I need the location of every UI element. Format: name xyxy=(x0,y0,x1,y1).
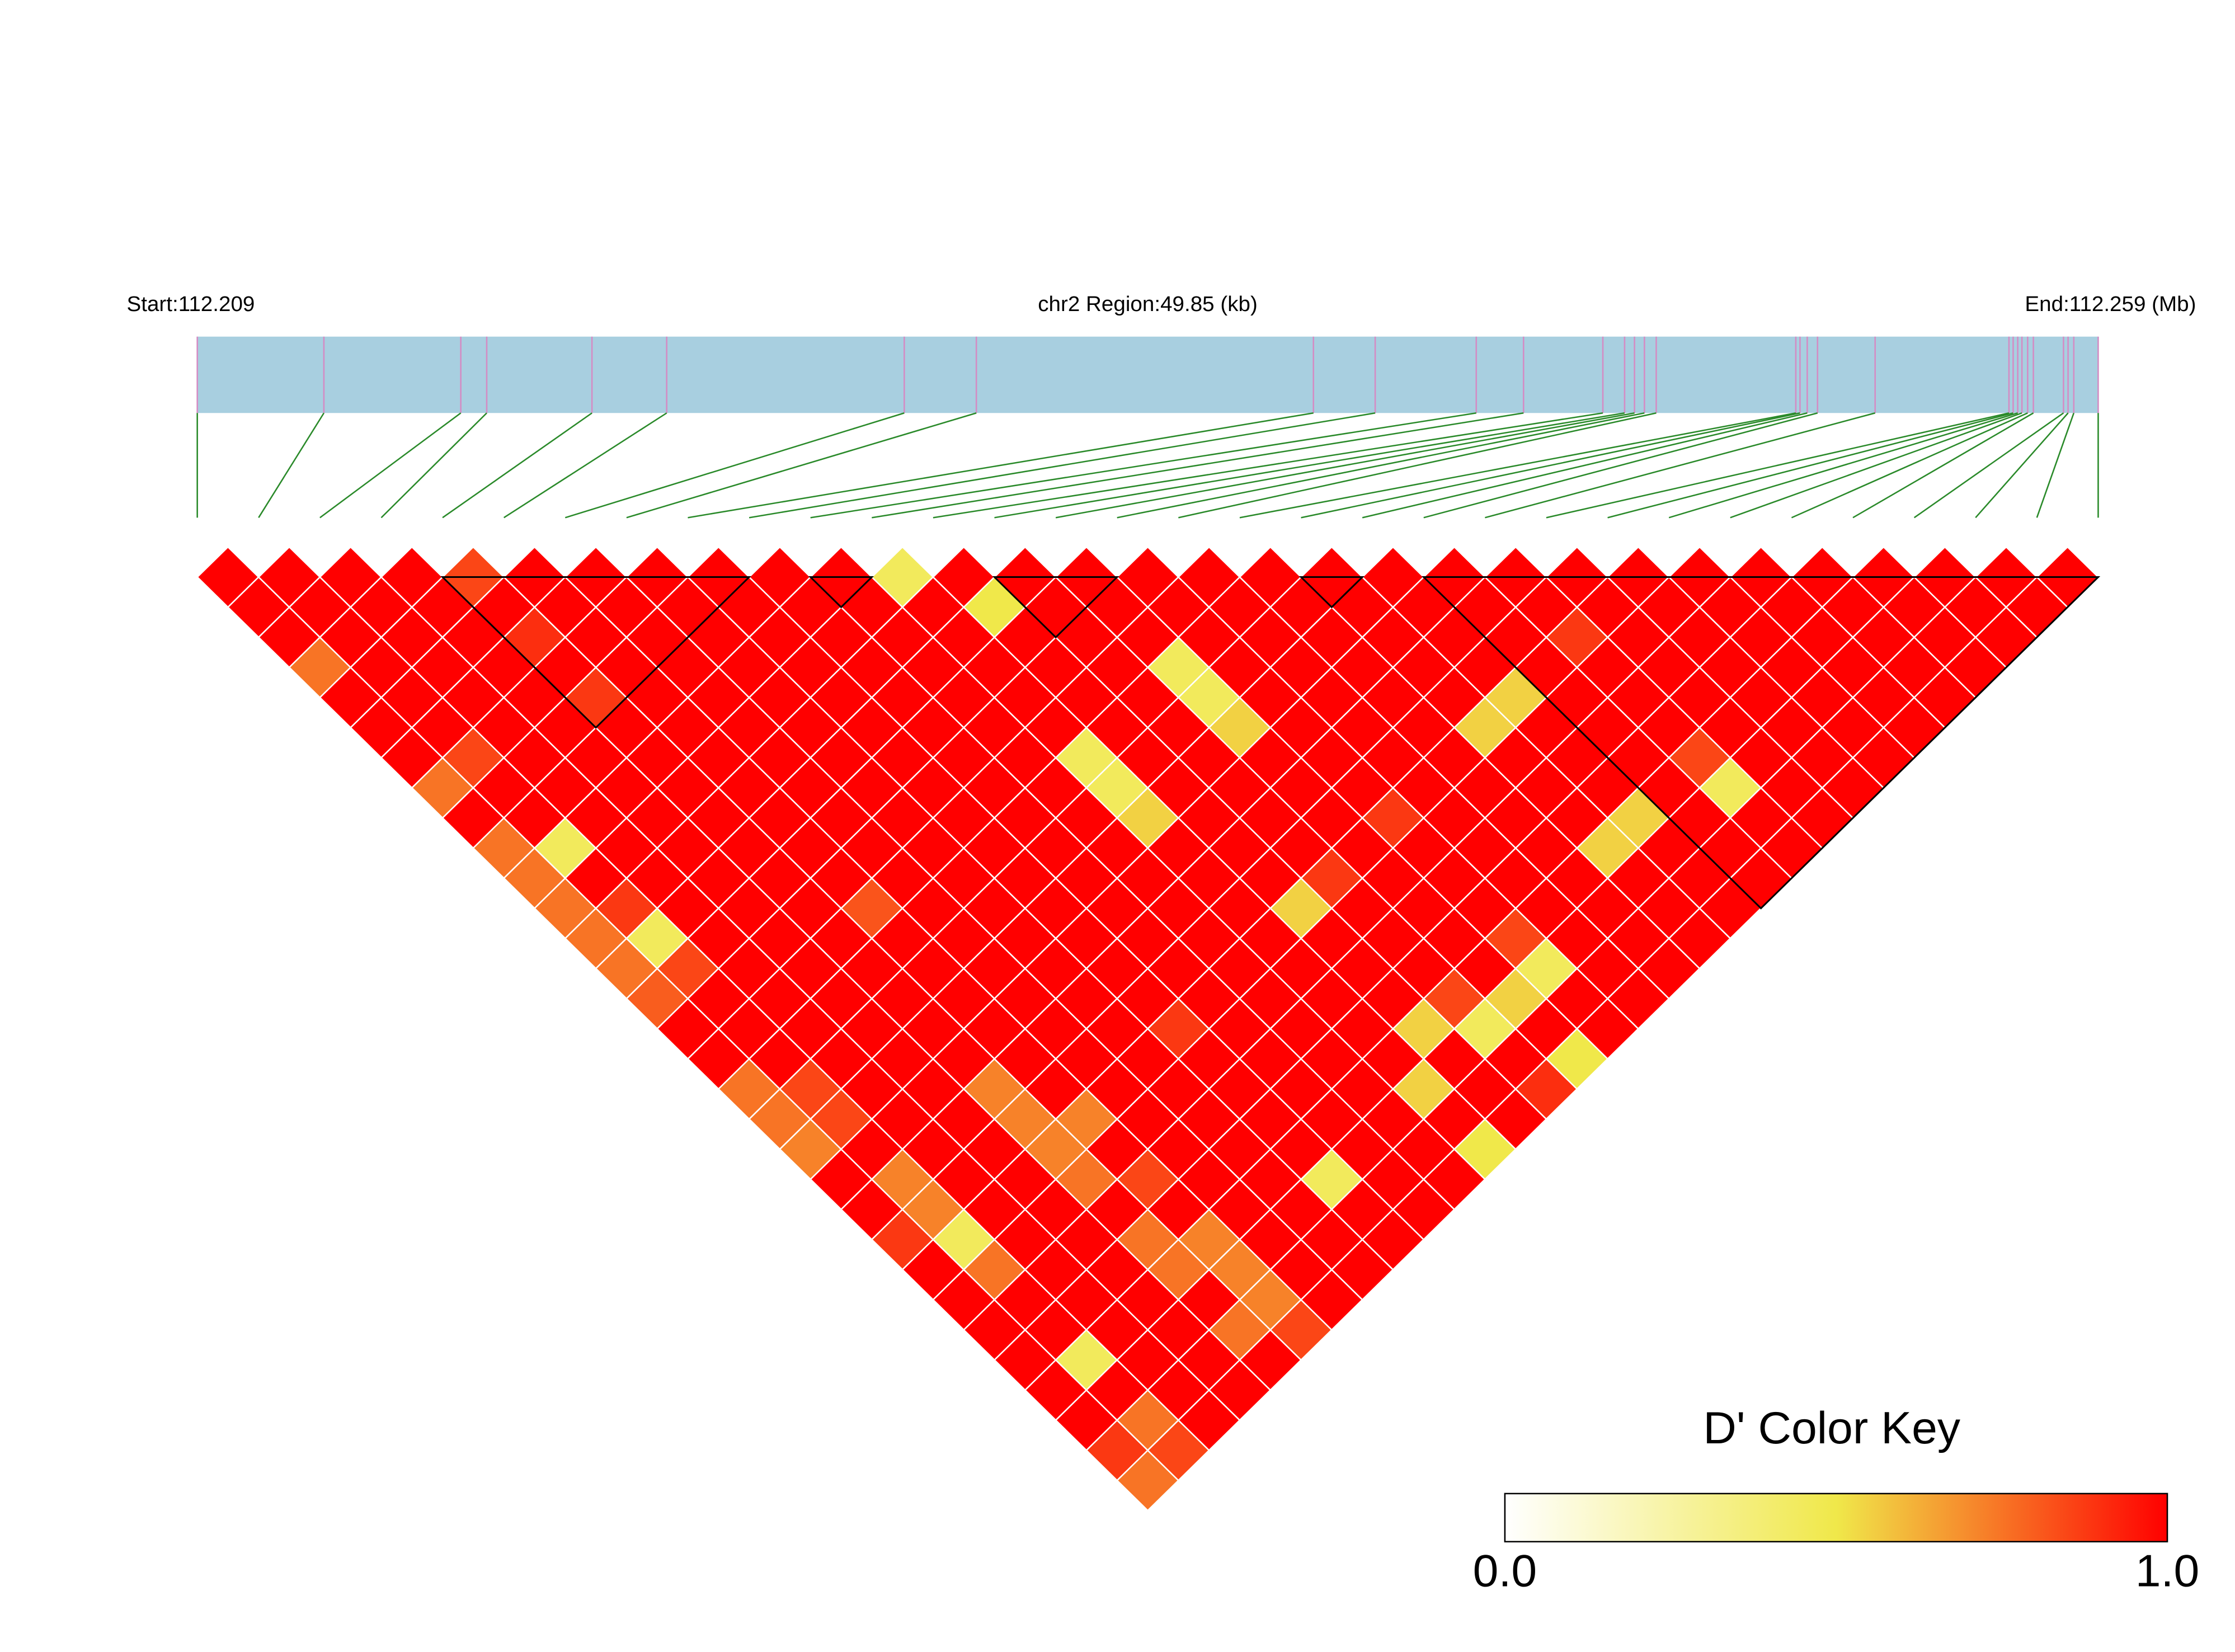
snp-link xyxy=(1730,412,2022,519)
ld-block xyxy=(808,576,874,609)
snp-link xyxy=(442,412,592,519)
snp-link xyxy=(1117,412,1645,519)
color-key-title: D' Color Key xyxy=(1703,1403,1960,1453)
snp-link xyxy=(319,412,462,519)
ld-block xyxy=(992,576,1119,639)
snp-link xyxy=(1362,412,1808,519)
snp-link xyxy=(1423,412,1818,519)
snp-link xyxy=(564,412,905,519)
snp-link xyxy=(810,412,1476,519)
snp-link xyxy=(749,412,1376,519)
snp-link xyxy=(1913,412,2064,519)
start-label: Start:112.209 xyxy=(127,292,255,316)
color-key-bar xyxy=(1504,1493,2168,1543)
snp-link xyxy=(258,412,325,519)
snp-link xyxy=(688,412,1314,519)
ld-block xyxy=(1422,576,2101,910)
snp-link xyxy=(1178,412,1657,519)
snp-link xyxy=(1546,412,2010,519)
snp-link xyxy=(380,412,487,519)
snp-link xyxy=(503,412,667,519)
snp-link xyxy=(1852,412,2034,519)
snp-link xyxy=(626,412,977,519)
end-label: End:112.259 (Mb) xyxy=(2025,292,2196,316)
snp-link xyxy=(1301,412,1800,519)
color-key-tick-label: 0.0 xyxy=(1473,1546,1537,1596)
snp-link xyxy=(1975,412,2069,519)
snp-link xyxy=(933,412,1603,519)
region-label: chr2 Region:49.85 (kb) xyxy=(1038,292,1258,316)
ld-block xyxy=(440,576,751,729)
region-track xyxy=(197,336,2098,413)
color-key-tick-label: 1.0 xyxy=(2135,1546,2199,1596)
snp-link xyxy=(1239,412,1796,519)
snp-link xyxy=(1607,412,2013,519)
snp-link xyxy=(2036,412,2075,518)
snp-link xyxy=(1791,412,2028,519)
snp-link xyxy=(994,412,1625,519)
snp-link xyxy=(1668,412,2018,519)
snp-link xyxy=(1485,412,1876,519)
snp-link xyxy=(872,412,1524,519)
ld-block xyxy=(1298,576,1364,609)
snp-link xyxy=(1055,412,1635,519)
